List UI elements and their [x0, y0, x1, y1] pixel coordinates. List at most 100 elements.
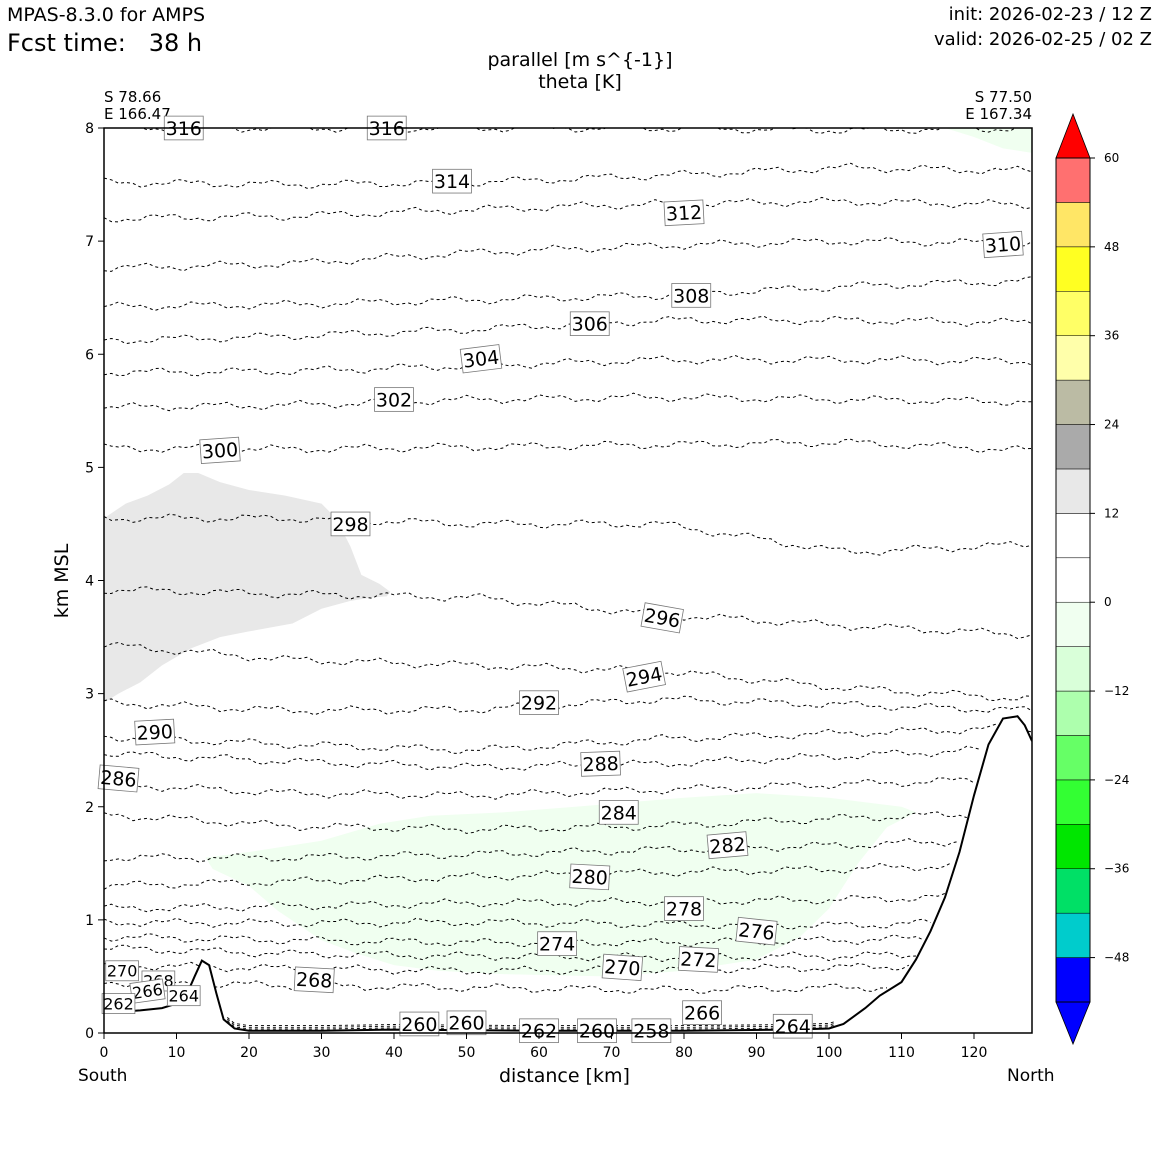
- y-axis-label: km MSL: [51, 543, 73, 619]
- y-axis: 0 1 2 3 4 5 6 7 8: [85, 121, 104, 1042]
- forecast-time-label: Fcst time:: [7, 29, 126, 57]
- y-tick-label: 2: [85, 800, 94, 816]
- contour-label-284: 284: [598, 800, 639, 825]
- isentrope-280: [104, 861, 953, 890]
- colorbar-bin: [1055, 557, 1091, 603]
- colorbar-bin: [1055, 912, 1091, 958]
- contour-label-266: 266: [129, 978, 166, 1004]
- contour-label-296: 296: [640, 602, 684, 634]
- contour-label-260: 260: [577, 1018, 617, 1044]
- contour-label-312: 312: [663, 199, 705, 227]
- colorbar-bin: [1055, 779, 1091, 825]
- contour-label-text: 260: [401, 1014, 437, 1036]
- y-tick-label: 7: [85, 234, 94, 250]
- colorbar-tick-label: 48: [1104, 240, 1119, 254]
- isentrope-270: [104, 961, 910, 976]
- contour-label-text: 276: [737, 919, 775, 945]
- contour-label-268: 268: [293, 966, 335, 994]
- end-point-coords: S 77.50 E 167.34: [965, 89, 1032, 123]
- colorbar-bin: [1055, 157, 1091, 203]
- north-end-label: North: [1007, 1066, 1055, 1086]
- isentrope-304: [104, 354, 1032, 377]
- colorbar-bin: [1055, 246, 1091, 292]
- isentrope-286: [104, 777, 975, 800]
- contour-label-270: 270: [105, 960, 139, 982]
- colorbar-bin: [1055, 291, 1091, 336]
- contour-label-262: 262: [101, 993, 136, 1014]
- contour-label-text: 266: [131, 980, 164, 1003]
- init-time: init: 2026-02-23 / 12 Z: [948, 4, 1152, 25]
- contour-label-308: 308: [671, 283, 712, 308]
- chart-subtitle: theta [K]: [538, 71, 622, 93]
- colorbar-tick-label: −48: [1104, 951, 1129, 965]
- south-end-label: South: [78, 1066, 128, 1086]
- contour-label-258: 258: [631, 1018, 672, 1044]
- isentrope-274: [104, 932, 924, 948]
- contour-label-text: 278: [666, 898, 702, 920]
- x-tick-label: 20: [240, 1045, 258, 1061]
- isentrope-310: [104, 236, 1032, 272]
- colorbar-tick-label: 12: [1104, 506, 1119, 520]
- colorbar-bin: [1055, 379, 1091, 425]
- start-lat: S 78.66: [104, 88, 162, 106]
- contour-label-text: 286: [99, 767, 137, 792]
- contour-label-text: 316: [166, 118, 202, 140]
- contour-label-layer: 316 316 314 312 310 308 306 304 302 300 298 296 294 2…: [97, 115, 1024, 1044]
- x-tick-label: 40: [385, 1045, 403, 1061]
- y-tick-label: 0: [85, 1026, 94, 1042]
- contour-label-text: 292: [521, 693, 557, 715]
- contour-label-306: 306: [569, 311, 610, 336]
- isentrope-282: [104, 838, 960, 863]
- contour-label-text: 280: [571, 866, 608, 890]
- contour-label-text: 262: [521, 1021, 557, 1043]
- contour-label-text: 314: [434, 171, 470, 193]
- contour-label-262: 262: [519, 1018, 559, 1044]
- colorbar-bin: [1055, 513, 1091, 559]
- contour-label-278: 278: [664, 896, 704, 921]
- contour-label-text: 262: [103, 994, 134, 1013]
- start-point-coords: S 78.66 E 166.47: [104, 89, 171, 123]
- contour-label-264: 264: [772, 1013, 813, 1039]
- forecast-time-value: 38 h: [148, 29, 203, 57]
- y-tick-label: 8: [85, 121, 94, 137]
- contour-label-290: 290: [134, 718, 176, 746]
- contour-label-text: 284: [601, 802, 637, 824]
- contour-label-302: 302: [374, 387, 414, 412]
- colorbar-over-arrow: [1055, 112, 1091, 159]
- contour-label-282: 282: [706, 831, 749, 860]
- contour-label-300: 300: [199, 436, 241, 465]
- theta-contour-layer: [104, 128, 1032, 1030]
- end-lon: E 167.34: [965, 105, 1032, 123]
- contour-label-270: 270: [601, 953, 644, 982]
- contour-label-text: 316: [369, 118, 405, 140]
- isentrope-312: [104, 196, 1032, 223]
- colorbar-bin: [1055, 735, 1091, 781]
- colorbar-under-arrow: [1055, 1001, 1091, 1046]
- contour-label-text: 288: [582, 753, 619, 776]
- contour-label-276: 276: [735, 916, 778, 946]
- contour-label-310: 310: [982, 230, 1024, 259]
- isentrope-294: [104, 641, 1032, 702]
- forecast-time: Fcst time: 38 h: [7, 29, 202, 57]
- end-lat: S 77.50: [974, 88, 1032, 106]
- x-tick-label: 100: [816, 1045, 843, 1061]
- contour-label-294: 294: [622, 660, 666, 693]
- colorbar-bin: [1055, 601, 1091, 647]
- isentrope-306: [104, 315, 1032, 345]
- x-tick-label: 90: [748, 1045, 766, 1061]
- wind-shading-layer: [104, 128, 1032, 977]
- y-tick-label: 6: [85, 347, 94, 363]
- x-tick-label: 0: [100, 1045, 109, 1061]
- x-axis: 0 10 20 30 40 50 60 70 80 90 100 110 120: [100, 1033, 987, 1061]
- contour-label-text: 306: [572, 314, 608, 336]
- contour-label-260: 260: [446, 1010, 487, 1036]
- colorbar-tick-label: 24: [1104, 418, 1119, 432]
- x-tick-label: 70: [603, 1045, 621, 1061]
- contour-label-304: 304: [459, 344, 503, 374]
- contour-label-text: 272: [680, 948, 717, 972]
- x-tick-label: 80: [675, 1045, 693, 1061]
- y-tick-label: 4: [85, 574, 94, 590]
- start-lon: E 166.47: [104, 105, 171, 123]
- contour-label-274: 274: [537, 931, 578, 956]
